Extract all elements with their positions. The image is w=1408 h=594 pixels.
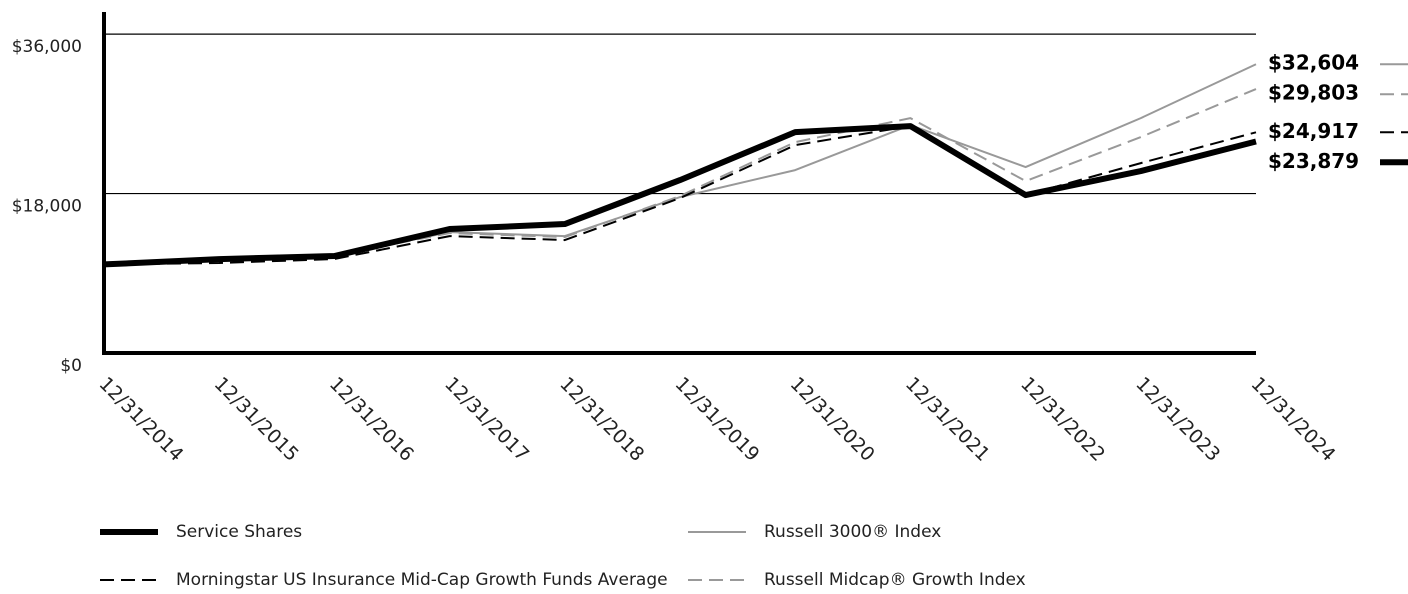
- x-tick-label: 12/31/2015: [210, 373, 303, 466]
- x-tick-label: 12/31/2019: [671, 373, 764, 466]
- end-label: $29,803: [1268, 81, 1359, 105]
- series-line: [103, 63, 1257, 266]
- x-tick-label: 12/31/2024: [1247, 373, 1340, 466]
- x-tick-label: 12/31/2020: [786, 373, 879, 466]
- legend-label: Service Shares: [176, 522, 302, 542]
- end-label: $23,879: [1268, 149, 1359, 173]
- series-line: [103, 125, 1257, 266]
- x-tick-label: 12/31/2018: [555, 373, 648, 466]
- end-label: $24,917: [1268, 119, 1359, 143]
- x-tick-label: 12/31/2014: [95, 373, 188, 466]
- legend-label: Morningstar US Insurance Mid-Cap Growth …: [176, 570, 668, 590]
- x-tick-label: 12/31/2021: [901, 373, 994, 466]
- series-line: [103, 88, 1257, 266]
- legend-label: Russell Midcap® Growth Index: [764, 570, 1026, 590]
- y-tick-label: $0: [60, 356, 82, 376]
- x-tick-label: 12/31/2017: [440, 373, 533, 466]
- x-tick-label: 12/31/2023: [1131, 373, 1224, 466]
- end-label: $32,604: [1268, 51, 1359, 75]
- x-tick-label: 12/31/2016: [325, 373, 418, 466]
- y-tick-label: $18,000: [12, 197, 82, 217]
- legend-label: Russell 3000® Index: [764, 522, 941, 542]
- x-tick-label: 12/31/2022: [1016, 373, 1109, 466]
- y-tick-label: $36,000: [12, 37, 82, 57]
- series-line: [103, 123, 1257, 268]
